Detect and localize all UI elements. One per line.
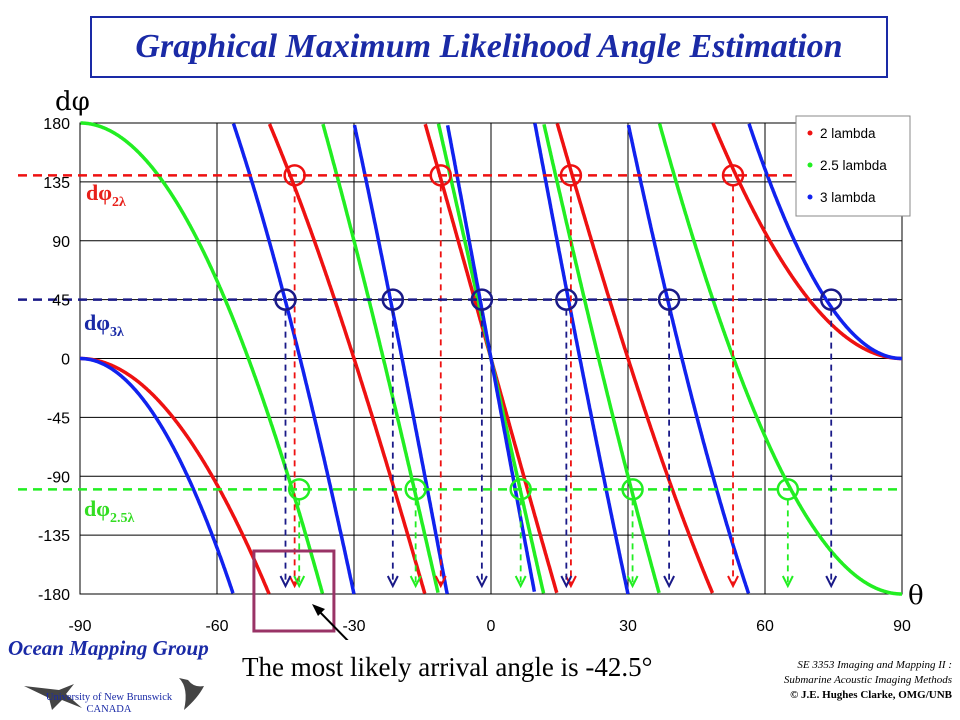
drop-arrow xyxy=(434,575,447,589)
drop-arrow xyxy=(565,575,577,589)
chart-legend: 2 lambda 2.5 lambda 3 lambda xyxy=(795,115,911,217)
university-line-1: University of New Brunswick xyxy=(45,692,173,703)
course-line-2: Submarine Acoustic Imaging Methods xyxy=(783,674,952,686)
pointer-arrow xyxy=(315,607,349,640)
chart-misc: dφ θ xyxy=(55,87,924,640)
drop-arrow xyxy=(560,575,573,589)
drop-arrow xyxy=(727,575,739,589)
x-tick-label: -60 xyxy=(205,618,228,635)
drop-arrow xyxy=(409,575,422,589)
intersection-circle xyxy=(657,288,681,311)
intersection-circle xyxy=(776,478,800,501)
intersection-circle xyxy=(274,288,297,311)
drop-arrow xyxy=(386,575,399,589)
drop-arrow xyxy=(825,575,838,589)
intersection-circle xyxy=(509,478,532,501)
legend-marker xyxy=(807,194,813,200)
y-axis-label: dφ xyxy=(55,87,90,117)
title-box: Graphical Maximum Likelihood Angle Estim… xyxy=(90,16,888,78)
y-tick-label: -180 xyxy=(38,587,70,604)
chart: -90 -60 -30 0 30 60 90 180 135 90 45 0 -45 -90 -135 -18… xyxy=(18,87,924,640)
conclusion-text: The most likely arrival angle is -42.5° xyxy=(242,652,653,682)
axis-ticks: -90 -60 -30 0 30 60 90 180 135 90 45 0 -45 -90 -135 -18… xyxy=(38,116,911,635)
y-tick-label: -90 xyxy=(47,469,70,486)
chart-curves xyxy=(78,121,904,596)
x-tick-label: -90 xyxy=(68,618,91,635)
intersection-circle xyxy=(429,164,453,187)
intersection-circle xyxy=(283,164,306,187)
drop-arrow xyxy=(475,575,488,589)
x-tick-label: 90 xyxy=(893,618,911,635)
drop-arrow xyxy=(288,575,301,589)
intersection-circle xyxy=(287,478,311,501)
reference-lines xyxy=(18,164,902,589)
intersection-circle xyxy=(819,288,843,311)
most-likely-box xyxy=(252,549,336,633)
pointer-arrowhead xyxy=(312,604,325,616)
intersection-circle xyxy=(555,288,578,311)
university-line-2: CANADA xyxy=(86,704,132,715)
bird-icon xyxy=(24,678,204,710)
legend-marker xyxy=(807,130,813,136)
legend-box xyxy=(795,115,911,217)
drop-arrow xyxy=(279,575,292,589)
intersection-circle xyxy=(404,478,427,501)
drop-arrow xyxy=(663,575,675,589)
intersection-circle xyxy=(470,288,494,311)
drop-arrow xyxy=(781,575,794,589)
y-tick-label: 45 xyxy=(52,293,70,310)
y-tick-label: 135 xyxy=(43,175,70,192)
series-3-lambda xyxy=(78,122,904,595)
ocean-mapping-group-logo: Ocean Mapping Group University of New Br… xyxy=(4,636,234,718)
intersection-circle xyxy=(621,478,644,501)
course-line-1: SE 3353 Imaging and Mapping II : xyxy=(797,659,952,671)
y-tick-label: 0 xyxy=(61,352,70,369)
x-axis-label: θ xyxy=(908,581,924,611)
legend-label: 3 lambda xyxy=(820,190,876,205)
y-tick-label: -45 xyxy=(47,410,70,427)
legend-label: 2.5 lambda xyxy=(820,158,887,173)
x-tick-label: 30 xyxy=(619,618,637,635)
copyright: © J.E. Hughes Clarke, OMG/UNB xyxy=(790,689,952,701)
drop-arrow xyxy=(293,575,306,589)
y-tick-label: -135 xyxy=(38,528,70,545)
intersection-circle xyxy=(721,164,745,187)
x-tick-label: -30 xyxy=(342,618,365,635)
logo-title: Ocean Mapping Group xyxy=(8,636,209,660)
drop-arrow xyxy=(626,575,639,589)
university-label: University of New Brunswick CANADA xyxy=(24,692,194,716)
x-tick-label: 0 xyxy=(487,618,496,635)
course-info: SE 3353 Imaging and Mapping II : Submari… xyxy=(784,658,952,703)
intersection-circle xyxy=(381,288,405,311)
intersection-circle xyxy=(559,164,583,187)
legend-label: 2 lambda xyxy=(820,126,876,141)
y-tick-label: 180 xyxy=(43,116,70,133)
legend-marker xyxy=(807,162,813,168)
drop-arrow xyxy=(514,575,527,589)
x-tick-label: 60 xyxy=(756,618,774,635)
page-title: Graphical Maximum Likelihood Angle Estim… xyxy=(135,28,843,65)
y-tick-label: 90 xyxy=(52,234,70,251)
